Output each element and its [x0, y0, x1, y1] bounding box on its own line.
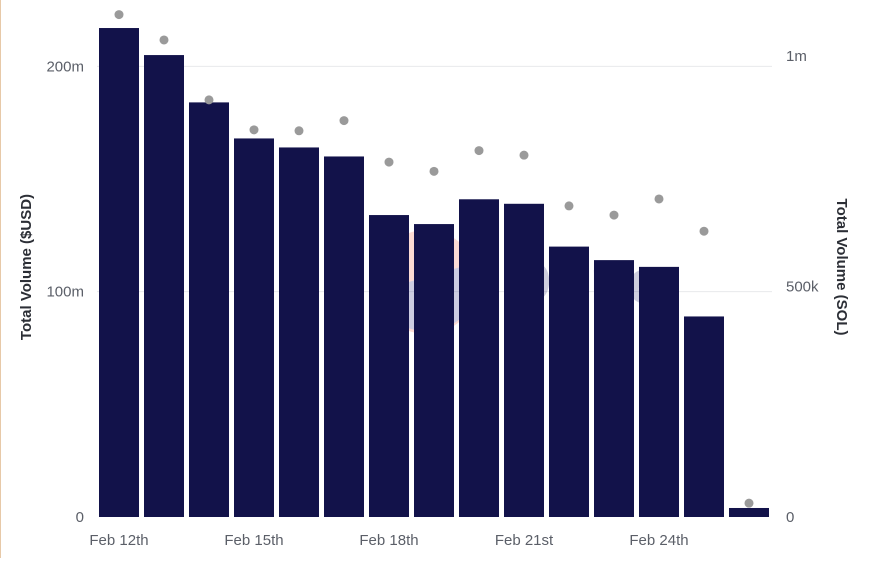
point-2 [204, 95, 214, 105]
x-tick-label-2: Feb 18th [359, 532, 418, 549]
bar-12 [639, 266, 679, 517]
bar-14 [729, 507, 769, 517]
x-axis-ticks: Feb 12th Feb 15th Feb 18th Feb 21st Feb 24th [89, 532, 688, 549]
point-11 [609, 210, 619, 220]
bar-3 [234, 138, 274, 517]
scatter-series [114, 10, 754, 508]
right-axis-ticks: 0 500k 1m [786, 48, 819, 526]
left-edge-border [0, 0, 1, 558]
left-tick-label-0: 0 [76, 509, 84, 526]
bar-13 [684, 316, 724, 517]
bar-7 [414, 224, 454, 518]
bar-2 [189, 102, 229, 518]
point-6 [384, 157, 394, 167]
point-12 [654, 194, 664, 204]
bar-4 [279, 147, 319, 517]
bar-series [99, 28, 769, 518]
right-tick-label-2: 1m [786, 48, 807, 65]
x-tick-label-4: Feb 24th [629, 532, 688, 549]
bar-6 [369, 215, 409, 517]
bar-11 [594, 260, 634, 517]
left-tick-label-2: 200m [46, 58, 84, 75]
bar-9 [504, 203, 544, 517]
point-3 [249, 125, 259, 135]
point-13 [699, 226, 709, 236]
x-tick-label-3: Feb 21st [495, 532, 554, 549]
x-tick-label-0: Feb 12th [89, 532, 148, 549]
point-4 [294, 126, 304, 136]
point-8 [474, 146, 484, 156]
bar-0 [99, 28, 139, 517]
point-7 [429, 166, 439, 176]
point-5 [339, 116, 349, 126]
x-tick-label-1: Feb 15th [224, 532, 283, 549]
right-tick-label-1: 500k [786, 279, 819, 296]
point-14 [744, 498, 754, 508]
right-tick-label-0: 0 [786, 509, 794, 526]
bar-8 [459, 199, 499, 517]
point-0 [114, 10, 124, 20]
left-axis-ticks: 0 100m 200m [46, 58, 84, 526]
left-axis-title: Total Volume ($USD) [18, 194, 35, 340]
bar-1 [144, 55, 184, 518]
right-axis-title: Total Volume (SOL) [833, 199, 850, 336]
bar-5 [324, 156, 364, 517]
point-10 [564, 201, 574, 211]
bar-10 [549, 246, 589, 517]
point-1 [159, 35, 169, 45]
left-tick-label-1: 100m [46, 284, 84, 301]
point-9 [519, 150, 529, 160]
